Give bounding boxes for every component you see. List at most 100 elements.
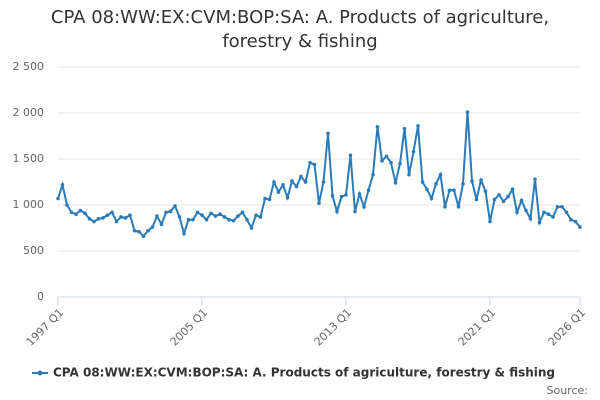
point [371,172,375,177]
point [465,110,470,114]
point [402,126,407,131]
point [366,188,371,193]
point [231,218,236,223]
point [240,210,245,215]
point [452,188,456,193]
point [141,234,146,239]
y-tick-label: 500 [23,244,44,257]
point [569,217,573,222]
point [159,222,164,227]
point [285,195,290,200]
point [267,197,272,202]
point [60,182,65,187]
point [227,217,231,222]
point [69,210,74,215]
point [326,131,330,136]
point [578,225,582,229]
point [519,198,524,203]
y-tick-label: 0 [37,290,44,303]
point [87,217,92,221]
point [501,199,506,204]
point [204,217,209,222]
point [182,231,186,236]
point [177,215,182,219]
point [195,210,200,215]
chart-title: CPA 08:WW:EX:CVM:BOP:SA: A. Products of … [50,7,550,52]
point [213,214,218,218]
point [312,162,317,167]
point [416,124,420,128]
point [551,215,555,219]
point [497,193,501,197]
point [528,217,533,221]
point [335,209,339,214]
point [308,160,312,165]
point [254,213,258,217]
point [56,196,60,201]
point [344,193,348,197]
point [515,210,519,215]
point [407,172,411,177]
point [114,219,119,224]
y-tick-label: 2 500 [13,60,45,73]
point [123,216,128,220]
point [564,210,569,215]
x-tick-label: 1997 Q1 [24,306,67,349]
point [200,213,204,217]
point [168,209,173,214]
legend-marker [37,370,43,376]
point [164,210,168,215]
point [191,217,195,222]
point [222,215,227,219]
point [380,159,384,163]
point [492,197,497,202]
point [245,217,249,222]
point [362,205,366,209]
point [83,211,87,216]
series-line [57,112,581,238]
point [150,225,155,229]
x-tick-label: 2005 Q1 [168,306,211,349]
x-tick-label: 2013 Q1 [312,306,355,349]
point [429,196,434,201]
point [78,208,83,213]
point [74,212,78,216]
point [281,182,285,187]
point [542,210,546,215]
point [218,212,222,216]
point [294,184,299,189]
point [456,205,461,209]
point [353,209,357,214]
point [209,211,213,216]
point [92,219,96,224]
point [479,178,483,182]
point [137,229,141,234]
point [155,214,159,218]
point [434,182,438,186]
y-tick-label: 1 000 [13,198,45,211]
point [186,217,191,222]
point [357,192,362,196]
point [276,190,281,194]
point [339,194,344,199]
point [173,204,177,208]
point [375,125,380,129]
x-tick-label: 2026 Q1 [546,306,589,349]
point [398,161,402,166]
point [249,226,254,230]
point [110,210,114,215]
x-tick-label: 2021 Q1 [456,306,499,349]
point [132,228,137,233]
legend-label: CPA 08:WW:EX:CVM:BOP:SA: A. Products of … [53,366,555,380]
point [263,196,267,201]
point [443,205,447,209]
point [303,180,308,184]
point [65,203,69,207]
point [393,181,398,185]
point [317,201,321,205]
point [101,216,105,220]
point [447,188,452,193]
point [119,215,123,219]
